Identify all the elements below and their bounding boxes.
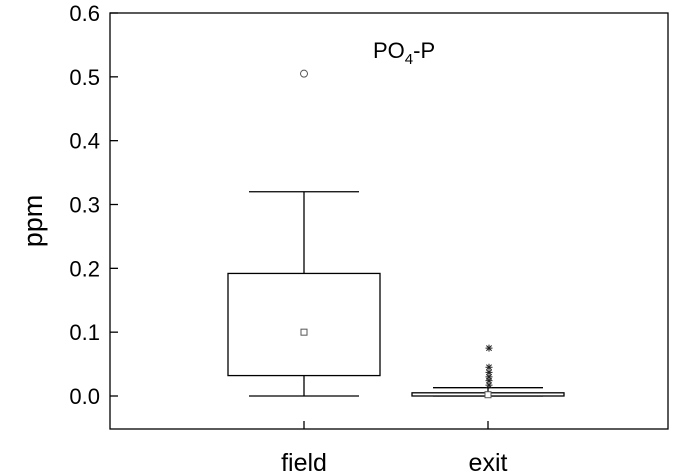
y-tick-label: 0.0: [69, 384, 100, 409]
x-category-label: exit: [469, 449, 508, 474]
box-exit: [411, 344, 565, 399]
y-tick-label: 0.6: [69, 1, 100, 26]
outlier-point: [300, 69, 308, 78]
box-field: [227, 69, 381, 397]
annotation-subscript: 4: [405, 51, 413, 68]
y-tick-label: 0.3: [69, 193, 100, 218]
extreme-point: [485, 363, 493, 371]
annotation-base: PO: [373, 38, 405, 63]
y-axis-title: ppm: [18, 195, 48, 248]
extreme-point: [485, 373, 493, 381]
mean-marker: [484, 391, 492, 399]
y-tick-label: 0.4: [69, 129, 100, 154]
box-series: [227, 69, 565, 399]
y-tick-label: 0.2: [69, 256, 100, 281]
x-axis: field exit: [281, 421, 508, 474]
plot-frame: [109, 12, 669, 430]
x-category-label: field: [281, 449, 327, 474]
y-tick-label: 0.5: [69, 65, 100, 90]
annotation-rest: -P: [413, 38, 435, 63]
chart-annotation: PO4-P: [373, 38, 435, 68]
y-tick-label: 0.1: [69, 320, 100, 345]
extreme-point: [485, 344, 493, 352]
y-axis: 0.0 0.1 0.2 0.3 0.4 0.5 0.6: [69, 1, 118, 409]
extreme-point: [485, 381, 493, 389]
extreme-point: [485, 368, 493, 376]
mean-marker: [300, 328, 308, 336]
iqr-box: [227, 272, 381, 377]
